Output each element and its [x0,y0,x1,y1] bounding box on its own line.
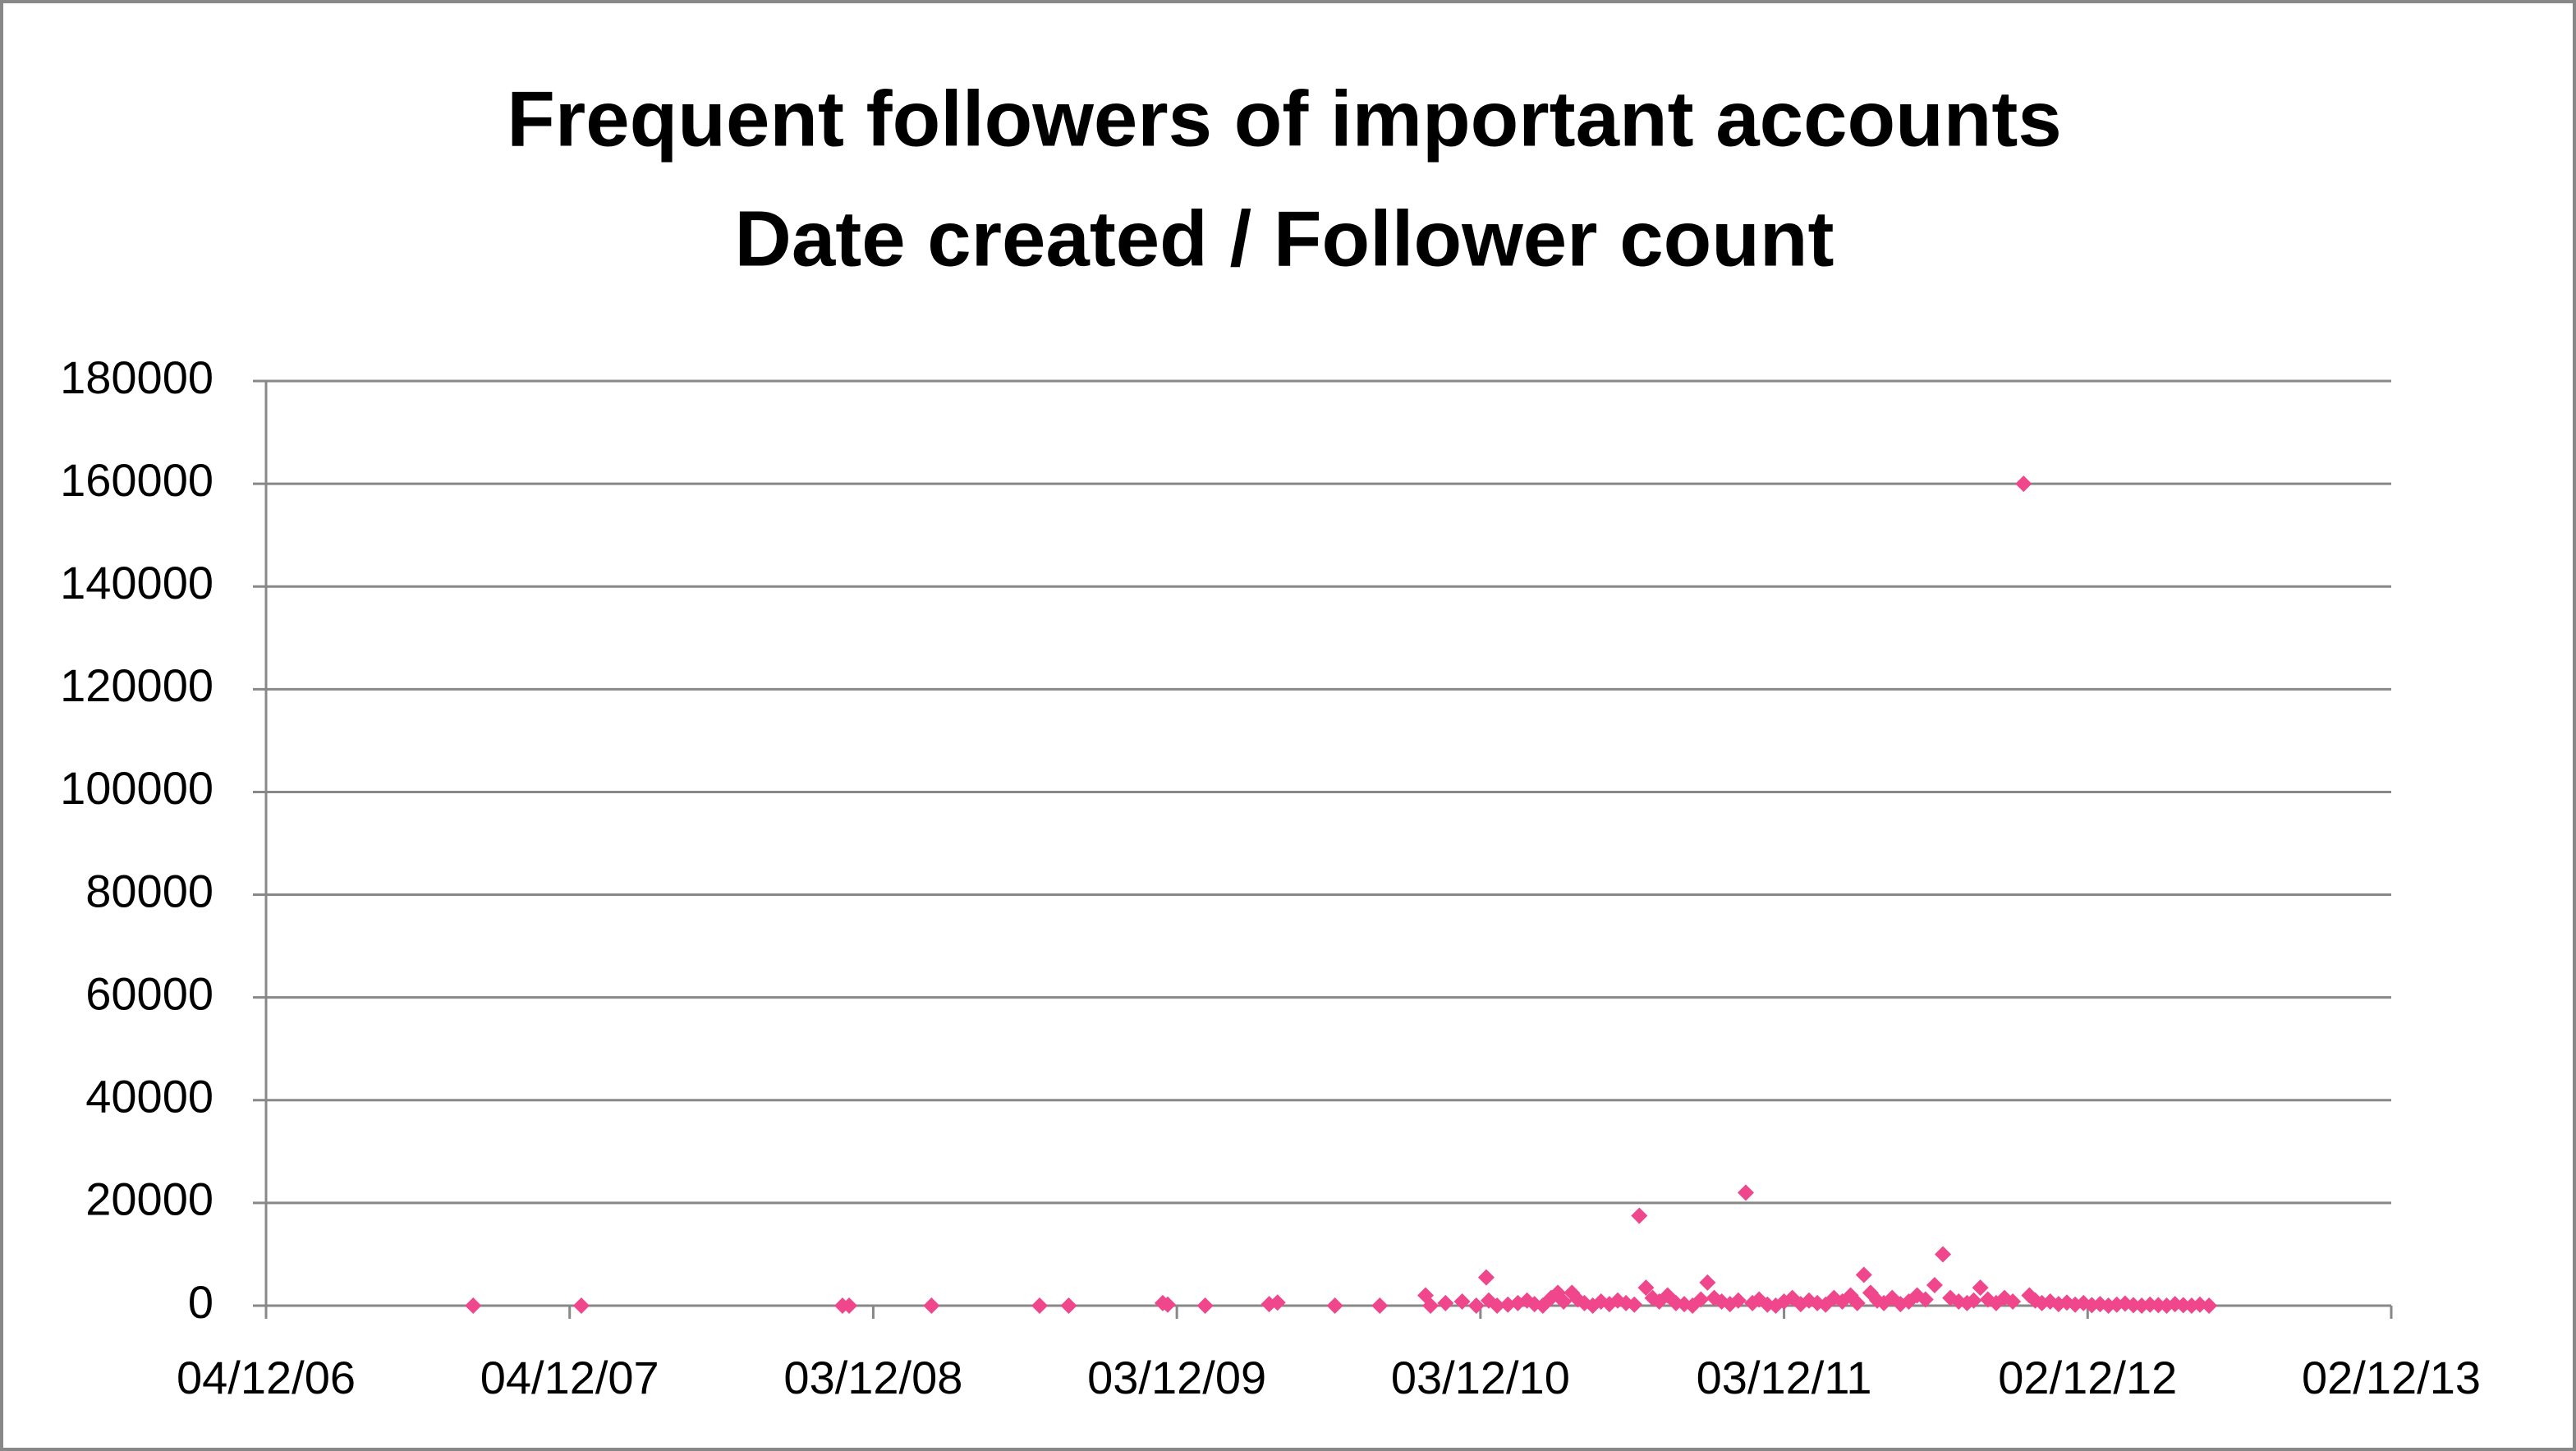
point [1437,1294,1454,1311]
point [923,1297,940,1314]
chart-subtitle: Date created / Follower count [735,195,1834,282]
point [1422,1297,1440,1314]
point [1737,1184,1754,1201]
y-tick-label: 120000 [60,659,214,711]
x-tick-label: 03/12/08 [783,1352,962,1403]
point [1917,1291,1934,1308]
y-tick-label: 40000 [85,1071,214,1123]
point [1371,1297,1389,1314]
y-tick-label: 80000 [85,865,214,916]
point [1477,1269,1495,1286]
y-tick-label: 160000 [60,454,214,506]
point [1269,1294,1286,1311]
point [1972,1279,1989,1297]
point [2201,1297,2218,1314]
point [1031,1297,1049,1314]
point [1631,1207,1648,1224]
x-tick-label: 03/12/10 [1391,1352,1570,1403]
chart-title: Frequent followers of important accounts [507,75,2061,163]
point [1453,1293,1471,1310]
point [465,1297,482,1314]
point [1499,1296,1517,1313]
x-tick-label: 04/12/06 [177,1352,356,1403]
y-tick-label: 60000 [85,967,214,1019]
point [1060,1297,1077,1314]
point [1467,1297,1485,1314]
point [841,1297,858,1314]
x-tick-label: 02/12/12 [1998,1352,2177,1403]
point [1965,1292,1982,1309]
point [1935,1246,1952,1263]
point [1926,1276,1943,1293]
x-tick-label: 04/12/07 [480,1352,659,1403]
point [1729,1292,1747,1309]
y-tick-label: 100000 [60,762,214,814]
point [1626,1296,1643,1313]
y-tick-label: 20000 [85,1173,214,1225]
point [1555,1293,1573,1310]
point [1196,1297,1214,1314]
point [1637,1279,1655,1297]
point [2015,475,2032,493]
point [1159,1296,1177,1313]
x-tick-label: 03/12/11 [1697,1352,1872,1403]
point [572,1297,590,1314]
point [1699,1274,1716,1291]
point [1855,1266,1872,1283]
point [1848,1294,1866,1311]
point [1326,1297,1343,1314]
y-tick-label: 0 [188,1276,214,1328]
y-tick-label: 180000 [60,351,214,403]
point [1692,1291,1710,1308]
x-tick-label: 02/12/13 [2302,1352,2481,1403]
x-tick-label: 03/12/09 [1087,1352,1266,1403]
point [1489,1297,1506,1314]
y-tick-label: 140000 [60,557,214,608]
point [2004,1293,2022,1310]
